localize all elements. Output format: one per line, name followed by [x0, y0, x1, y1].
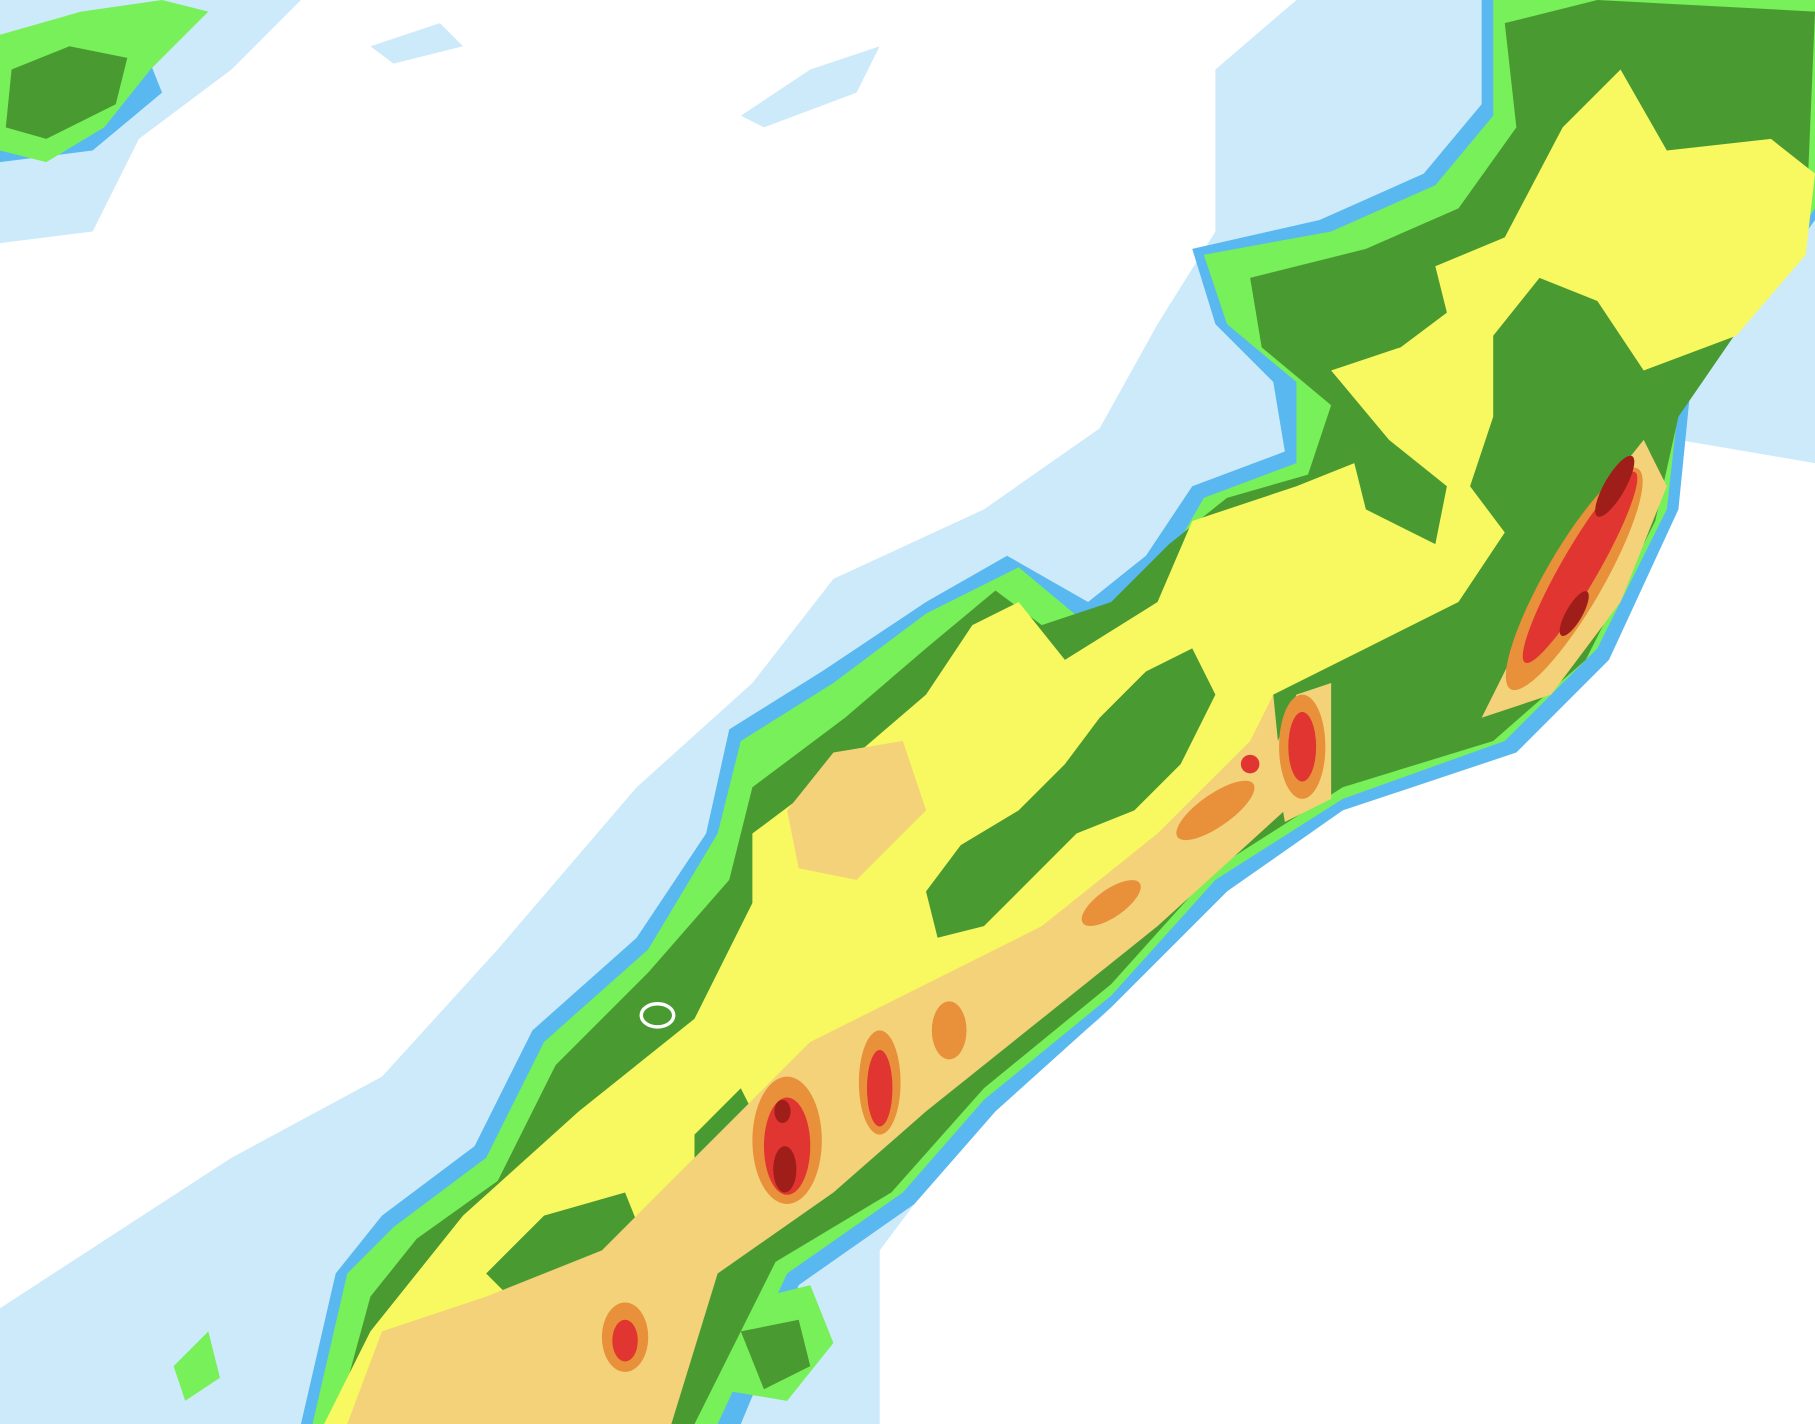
orange-echo [1081, 880, 1141, 926]
dark-red-echo [773, 1146, 797, 1193]
green-echo [5, 46, 128, 139]
green-echo [740, 1319, 811, 1390]
red-echo [1240, 754, 1260, 774]
red-echo [612, 1319, 638, 1362]
dark-red-echo [1559, 591, 1589, 637]
light-blue-echo [740, 46, 880, 128]
red-echo [866, 1050, 893, 1127]
dark-red-layer [773, 455, 1635, 1193]
green-echo [926, 648, 1216, 938]
tan-echo [347, 694, 1285, 1424]
dark-red-echo [774, 1099, 791, 1123]
red-echo [1288, 712, 1317, 782]
orange-echo [1176, 780, 1255, 841]
yellow-layer [324, 69, 1815, 1424]
orange-echo [931, 1001, 967, 1060]
dark-red-echo [1595, 455, 1635, 517]
radar-site-ring [639, 1002, 676, 1029]
tan-echo [787, 740, 927, 880]
yellow-echo [324, 69, 1815, 1424]
light-blue-echo [370, 23, 464, 64]
red-echo [1522, 471, 1638, 663]
light-green-echo [173, 1331, 220, 1401]
